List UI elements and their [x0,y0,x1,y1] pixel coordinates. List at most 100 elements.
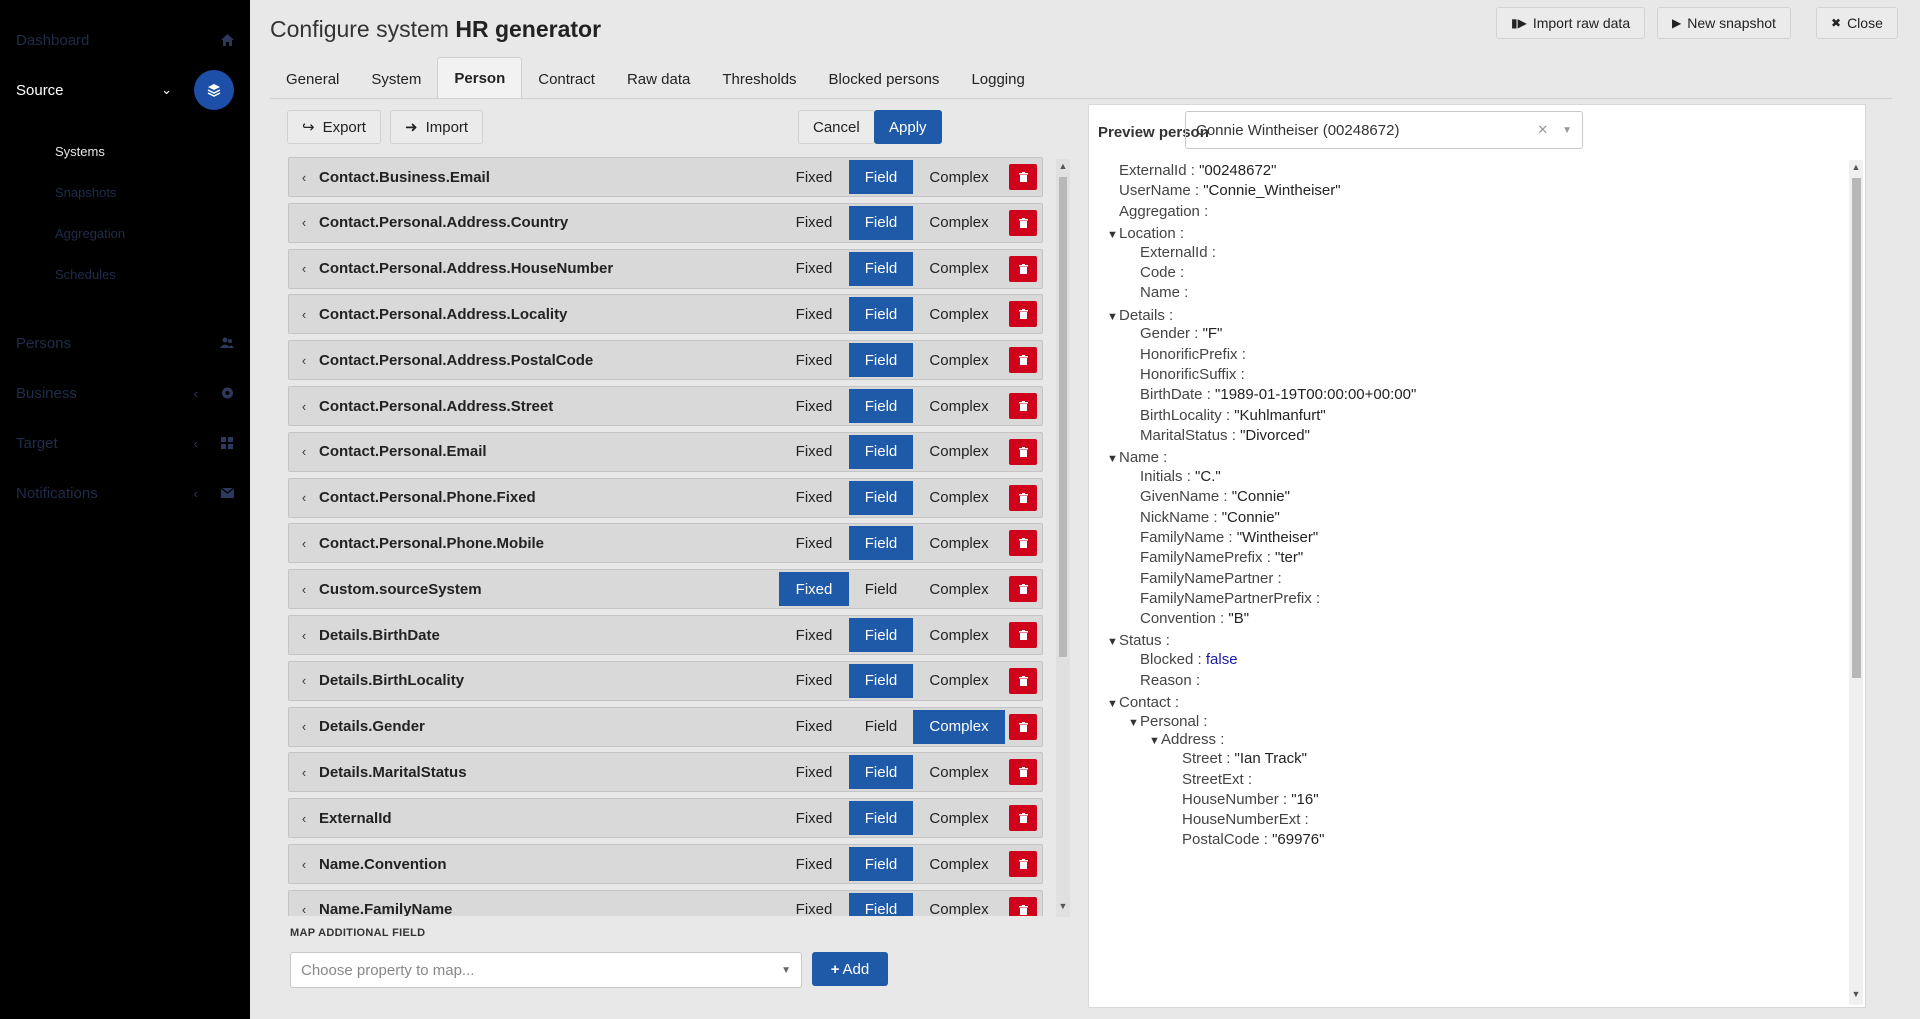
mapping-row[interactable]: ‹ Details.BirthLocality Fixed Field Complex [288,660,1043,701]
mode-field-button[interactable]: Field [849,663,913,698]
tab-logging[interactable]: Logging [971,70,1025,88]
mode-complex-button[interactable]: Complex [929,626,989,644]
caret-down-icon[interactable]: ▼ [1562,124,1572,136]
mode-fixed-button[interactable]: Fixed [795,534,833,552]
import-raw-data-button[interactable]: ▮▶ Import raw data [1496,7,1646,39]
mode-field-button[interactable]: Field [864,580,898,598]
trash-icon[interactable] [1009,851,1037,877]
chevron-left-icon[interactable]: ‹ [301,444,307,460]
mode-complex-button[interactable]: Complex [929,443,989,461]
mode-field-button[interactable]: Field [849,251,913,286]
trash-icon[interactable] [1009,759,1037,786]
chevron-left-icon[interactable]: ‹ [301,673,307,689]
nav-source[interactable]: Source ⌄ [0,70,250,110]
mode-fixed-button[interactable]: Fixed [795,214,833,232]
nav-schedules[interactable]: Schedules [55,267,116,282]
chevron-left-icon[interactable]: ‹ [301,581,307,597]
trash-icon[interactable] [1009,667,1037,694]
trash-icon[interactable] [1009,164,1037,190]
scroll-down-icon[interactable]: ▼ [1851,989,1861,999]
chevron-left-icon[interactable]: ‹ [301,902,307,916]
mode-complex-button[interactable]: Complex [929,305,989,323]
tree-node-toggle[interactable]: ▼Contact : [1107,693,1180,711]
chevron-left-icon[interactable]: ‹ [301,856,307,872]
mode-fixed-button[interactable]: Fixed [795,901,833,916]
caret-down-icon[interactable]: ▼ [1128,716,1139,729]
caret-down-icon[interactable]: ▼ [1149,735,1160,748]
mode-fixed-button[interactable]: Fixed [795,855,833,873]
mode-fixed-button[interactable]: Fixed [795,489,833,507]
add-button[interactable]: + Add [812,952,888,986]
clear-icon[interactable]: ✕ [1537,122,1549,137]
caret-down-icon[interactable]: ▼ [1107,636,1118,649]
tab-person[interactable]: Person [437,57,523,99]
mapping-row[interactable]: ‹ Contact.Personal.Address.HouseNumber Fix… [288,248,1043,289]
mode-complex-button[interactable]: Complex [929,672,989,690]
mode-field-button[interactable]: Field [849,526,913,561]
mode-complex-button[interactable]: Complex [929,809,989,827]
nav-notifications[interactable]: Notifications ‹ [0,481,250,505]
trash-icon[interactable] [1009,301,1037,328]
mapping-row[interactable]: ‹ Contact.Personal.Address.PostalCode Fixe… [288,340,1043,381]
scroll-down-icon[interactable]: ▼ [1058,901,1068,911]
map-property-select[interactable]: Choose property to map... ▼ [290,952,802,988]
tree-node-toggle[interactable]: ▼Personal : [1128,712,1208,730]
mode-complex-button[interactable]: Complex [929,855,989,873]
mode-field-button[interactable]: Field [849,801,913,836]
mode-complex-button[interactable]: Complex [929,397,989,415]
apply-button[interactable]: Apply [874,110,942,144]
mode-field-button[interactable]: Field [849,343,913,378]
chevron-left-icon[interactable]: ‹ [301,627,307,643]
trash-icon[interactable] [1009,530,1037,557]
chevron-left-icon[interactable]: ‹ [301,169,307,185]
mode-complex-button[interactable]: Complex [929,489,989,507]
mapping-row[interactable]: ‹ Contact.Personal.Email Fixed Field Complex [288,431,1043,472]
trash-icon[interactable] [1009,896,1037,916]
trash-icon[interactable] [1009,347,1037,374]
chevron-left-icon[interactable]: ‹ [301,535,307,551]
tab-contract[interactable]: Contract [538,70,595,88]
trash-icon[interactable] [1009,713,1037,740]
mode-field-button[interactable]: Field [849,297,913,332]
nav-persons[interactable]: Persons [0,331,250,355]
mode-field-button[interactable]: Field [849,205,913,240]
mode-fixed-button[interactable]: Fixed [779,572,849,607]
trash-icon[interactable] [1009,805,1037,832]
chevron-left-icon[interactable]: ‹ [301,398,307,414]
mapping-row[interactable]: ‹ Contact.Personal.Phone.Mobile Fixed Field… [288,523,1043,564]
mapping-row[interactable]: ‹ Name.Convention Fixed Field Complex [288,844,1043,884]
caret-down-icon[interactable]: ▼ [1107,697,1118,710]
trash-icon[interactable] [1009,209,1037,236]
tree-node-toggle[interactable]: ▼Name : [1107,449,1168,467]
preview-person-select[interactable]: Connie Wintheiser (00248672) ✕ ▼ [1185,111,1583,149]
tab-thresholds[interactable]: Thresholds [722,70,797,88]
mode-field-button[interactable]: Field [849,847,913,881]
chevron-left-icon[interactable]: ‹ [301,810,307,826]
preview-scrollbar[interactable]: ▲ ▼ [1849,160,1863,1005]
mapping-row[interactable]: ‹ ExternalId Fixed Field Complex [288,798,1043,839]
mode-fixed-button[interactable]: Fixed [795,763,833,781]
mapping-row[interactable]: ‹ Contact.Personal.Address.Country Fixed Fi… [288,202,1043,243]
tab-blocked-persons[interactable]: Blocked persons [828,70,940,88]
mapping-row[interactable]: ‹ Details.MaritalStatus Fixed Field Complex [288,752,1043,793]
chevron-left-icon[interactable]: ‹ [301,261,307,277]
caret-down-icon[interactable]: ▼ [1107,228,1118,241]
close-button[interactable]: ✖ Close [1816,7,1898,39]
mode-field-button[interactable]: Field [849,618,913,652]
caret-down-icon[interactable]: ▼ [1107,453,1118,466]
scroll-thumb[interactable] [1059,177,1067,657]
mode-complex-button[interactable]: Complex [929,168,989,186]
mode-field-button[interactable]: Field [849,434,913,469]
scroll-up-icon[interactable]: ▲ [1851,162,1861,172]
chevron-left-icon[interactable]: ‹ [301,764,307,780]
mode-fixed-button[interactable]: Fixed [795,305,833,323]
chevron-left-icon[interactable]: ‹ [301,352,307,368]
trash-icon[interactable] [1009,438,1037,465]
tab-system[interactable]: System [371,70,422,88]
mode-fixed-button[interactable]: Fixed [795,626,833,644]
mapping-row[interactable]: ‹ Contact.Personal.Address.Locality Fixed F… [288,294,1043,335]
mapping-row[interactable]: ‹ Details.Gender Fixed Field Complex [288,706,1043,747]
tree-node-toggle[interactable]: ▼Status : [1107,632,1170,650]
mode-complex-button[interactable]: Complex [913,709,1005,744]
mode-field-button[interactable]: Field [849,160,913,194]
